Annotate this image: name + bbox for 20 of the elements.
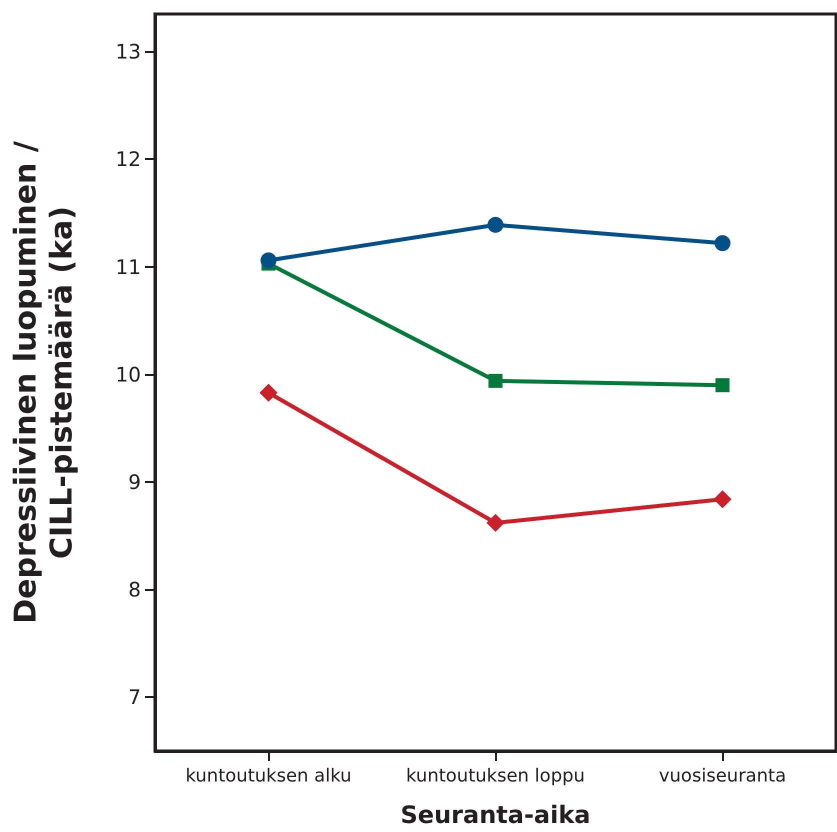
point bbox=[260, 252, 276, 268]
y-axis-title: Depressiivinen luopuminen / CILL-pistemäärä (ka) bbox=[8, 141, 80, 624]
point bbox=[714, 235, 730, 252]
y-tick-label: 13 bbox=[116, 40, 141, 64]
y-tick-label: 12 bbox=[116, 147, 141, 172]
y-tick-label: 10 bbox=[116, 362, 141, 386]
y-tick-label: 8 bbox=[128, 578, 141, 602]
point bbox=[486, 514, 504, 532]
point bbox=[488, 216, 504, 233]
point bbox=[714, 490, 732, 508]
x-axis-title: Seuranta-aika bbox=[400, 801, 590, 829]
y-tick-label: 9 bbox=[128, 470, 141, 494]
x-tick-label: vuosiseuranta bbox=[658, 766, 786, 786]
point bbox=[716, 378, 730, 392]
x-tick-label: kuntoutuksen loppu bbox=[406, 766, 585, 786]
y-tick-label: 7 bbox=[128, 685, 141, 710]
point bbox=[488, 374, 502, 388]
point bbox=[260, 384, 278, 402]
y-tick-label: 11 bbox=[116, 254, 141, 279]
x-tick-label: kuntoutuksen alku bbox=[186, 766, 352, 786]
